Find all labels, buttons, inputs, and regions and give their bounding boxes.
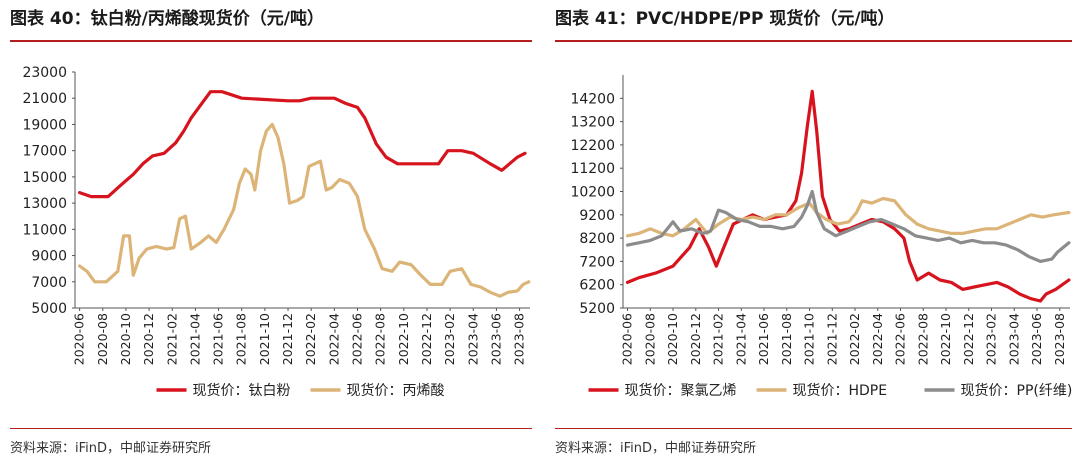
x-tick-label: 2021-08 (779, 313, 794, 365)
footer-divider (555, 428, 1072, 429)
x-tick-label: 2022-02 (847, 313, 862, 365)
y-tick-label: 10200 (570, 185, 615, 201)
legend-label: 现货价：HDPE (793, 382, 888, 399)
y-tick-label: 15000 (22, 170, 67, 186)
x-tick-label: 2021-02 (711, 313, 726, 365)
chart-title: 图表 40：钛白粉/丙烯酸现货价（元/吨） (10, 9, 324, 29)
x-tick-label: 2022-06 (349, 313, 364, 365)
y-tick-label: 13000 (22, 196, 67, 212)
chart-title: 图表 41：PVC/HDPE/PP 现货价（元/吨） (555, 9, 895, 29)
y-tick-label: 21000 (22, 91, 67, 107)
y-tick-label: 23000 (22, 65, 67, 81)
y-tick-label: 17000 (22, 144, 67, 160)
x-tick-label: 2022-10 (396, 313, 411, 365)
x-tick-label: 2020-06 (72, 313, 87, 365)
y-tick-label: 5200 (579, 301, 615, 317)
series-line-0 (78, 90, 527, 199)
x-tick-label: 2020-06 (620, 313, 635, 365)
x-tick-label: 2022-08 (373, 313, 388, 365)
source-note: 资料来源：iFinD，中邮证券研究所 (10, 441, 212, 456)
chart-panel-41: 图表 41：PVC/HDPE/PP 现货价（元/吨） 5200 6200 7200 8… (545, 0, 1080, 465)
x-tick-label: 2023-04 (1006, 313, 1021, 365)
x-tick-label: 2021-04 (187, 313, 202, 365)
x-tick-label: 2023-04 (465, 313, 480, 365)
title-divider (555, 40, 1072, 42)
x-tick-label: 2020-08 (95, 313, 110, 365)
x-tick-label: 2022-04 (326, 313, 341, 365)
x-tick-label: 2020-10 (665, 313, 680, 365)
x-tick-label: 2021-12 (824, 313, 839, 365)
x-tick-label: 2020-10 (118, 313, 133, 365)
x-tick-label: 2022-08 (915, 313, 930, 365)
series-line-1 (625, 196, 1071, 238)
y-tick-label: 7200 (579, 254, 615, 270)
y-tick-label: 11000 (22, 222, 67, 238)
footer-divider (10, 428, 532, 429)
chart-40-svg: 5000 7000 9000 11000 13000 15000 17000 19000 210… (22, 65, 531, 399)
y-tick-label: 8200 (579, 231, 615, 247)
y-tick-label: 9200 (579, 208, 615, 224)
x-tick-label: 2023-08 (512, 313, 527, 365)
x-tick-label: 2020-12 (141, 313, 156, 365)
x-tick-label: 2021-12 (280, 313, 295, 365)
x-tick-label: 2023-06 (1029, 313, 1044, 365)
x-tick-label: 2022-12 (419, 313, 434, 365)
x-tick-label: 2020-12 (688, 313, 703, 365)
y-tick-label: 11200 (570, 161, 615, 177)
source-note: 资料来源：iFinD，中邮证券研究所 (555, 441, 757, 456)
x-tick-label: 2022-06 (893, 313, 908, 365)
x-tick-label: 2021-10 (802, 313, 817, 365)
chart-41-svg: 5200 6200 7200 8200 9200 10200 11200 12200 13200… (570, 75, 1073, 399)
x-tick-label: 2021-08 (234, 313, 249, 365)
x-tick-label: 2021-02 (164, 313, 179, 365)
y-tick-label: 7000 (31, 275, 67, 291)
series-line-1 (78, 122, 531, 298)
x-tick-label: 2023-08 (1052, 313, 1067, 365)
series-line-2 (625, 189, 1071, 263)
y-tick-label: 9000 (31, 249, 67, 265)
x-tick-label: 2020-08 (642, 313, 657, 365)
chart-panel-40: 图表 40：钛白粉/丙烯酸现货价（元/吨） 5000 7000 9000 11000 1… (10, 9, 532, 456)
y-tick-label: 12200 (570, 138, 615, 154)
y-tick-label: 13200 (570, 115, 615, 131)
x-tick-label: 2021-06 (756, 313, 771, 365)
x-tick-label: 2023-06 (488, 313, 503, 365)
legend-label: 现货价：钛白粉 (193, 382, 291, 399)
x-tick-label: 2022-10 (938, 313, 953, 365)
x-tick-label: 2021-04 (733, 313, 748, 365)
legend-label: 现货价：聚氯乙烯 (625, 382, 737, 399)
x-tick-label: 2021-10 (257, 313, 272, 365)
x-tick-label: 2022-02 (303, 313, 318, 365)
x-tick-label: 2023-02 (984, 313, 999, 365)
x-tick-label: 2021-06 (211, 313, 226, 365)
y-tick-label: 5000 (31, 301, 67, 317)
title-divider (10, 40, 532, 42)
x-tick-label: 2022-04 (870, 313, 885, 365)
series-line-0 (625, 89, 1071, 303)
legend-label: 现货价：丙烯酸 (347, 382, 445, 399)
y-tick-label: 19000 (22, 117, 67, 133)
y-tick-label: 6200 (579, 278, 615, 294)
legend-label: 现货价：PP(纤维) (961, 382, 1073, 399)
y-tick-label: 14200 (570, 91, 615, 107)
x-tick-label: 2023-02 (442, 313, 457, 365)
x-tick-label: 2022-12 (961, 313, 976, 365)
